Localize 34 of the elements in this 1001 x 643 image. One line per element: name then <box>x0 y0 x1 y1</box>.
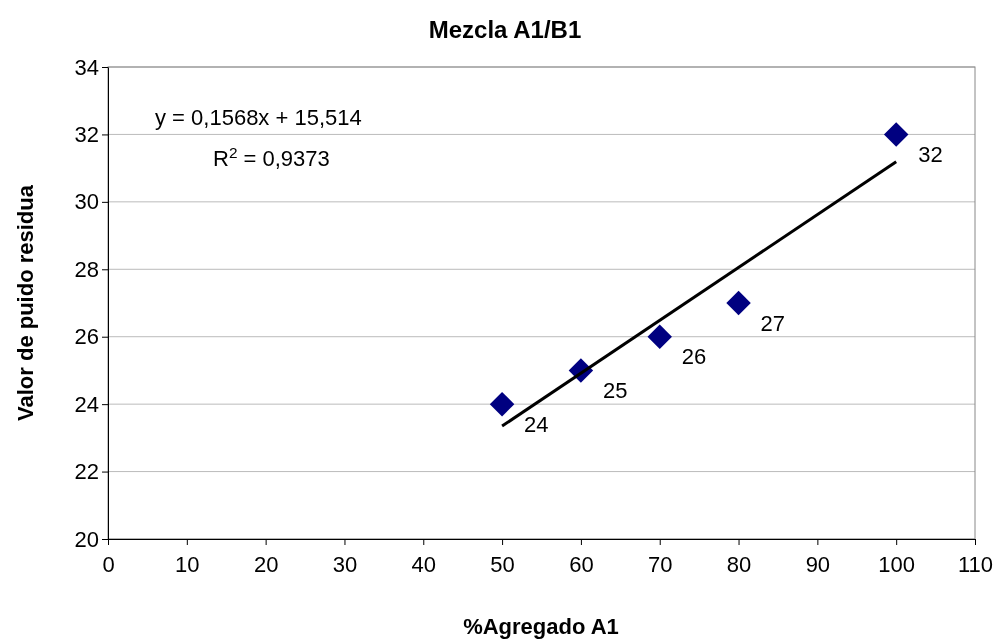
data-label: 25 <box>602 378 628 404</box>
x-tick-label: 80 <box>726 552 752 578</box>
point <box>489 391 515 417</box>
x-tick-label: 60 <box>569 552 594 578</box>
point <box>726 290 751 316</box>
y-tick-label: 28 <box>74 256 99 282</box>
point <box>647 324 672 349</box>
x-tick-label: 10 <box>175 552 200 578</box>
y-tick-label: 24 <box>74 391 99 417</box>
annotation: y = 0,1568x + 15,514 <box>155 105 362 130</box>
data-label: 27 <box>760 310 786 336</box>
annotation: R$^{2}$ = 0,9373 <box>213 143 330 171</box>
y-tick-label: 22 <box>74 459 99 485</box>
data-label: 32 <box>918 142 943 168</box>
x-axis-title: %Agregado A1 <box>463 614 619 639</box>
x-tick-label: 40 <box>411 552 437 578</box>
x-tick-label: 110 <box>957 552 994 578</box>
x-tick-label: 90 <box>805 552 831 578</box>
y-axis-title: Valor de puido residua <box>13 184 38 421</box>
point <box>883 122 909 147</box>
x-tick-label: 0 <box>102 552 115 578</box>
x-tick-label: 20 <box>253 552 279 578</box>
data-label: 24 <box>524 411 549 437</box>
chart-title: Mezcla A1/B1 <box>428 16 582 43</box>
y-tick-label: 26 <box>74 324 99 350</box>
y-tick-label: 30 <box>74 189 99 215</box>
x-tick-label: 70 <box>647 552 673 578</box>
x-tick-label: 30 <box>332 552 358 578</box>
data-label: 26 <box>681 344 707 370</box>
y-tick-label: 20 <box>74 526 99 552</box>
y-tick-label: 34 <box>74 54 99 80</box>
y-tick-label: 32 <box>74 121 99 147</box>
x-tick-label: 100 <box>878 552 916 578</box>
x-tick-label: 50 <box>490 552 515 578</box>
